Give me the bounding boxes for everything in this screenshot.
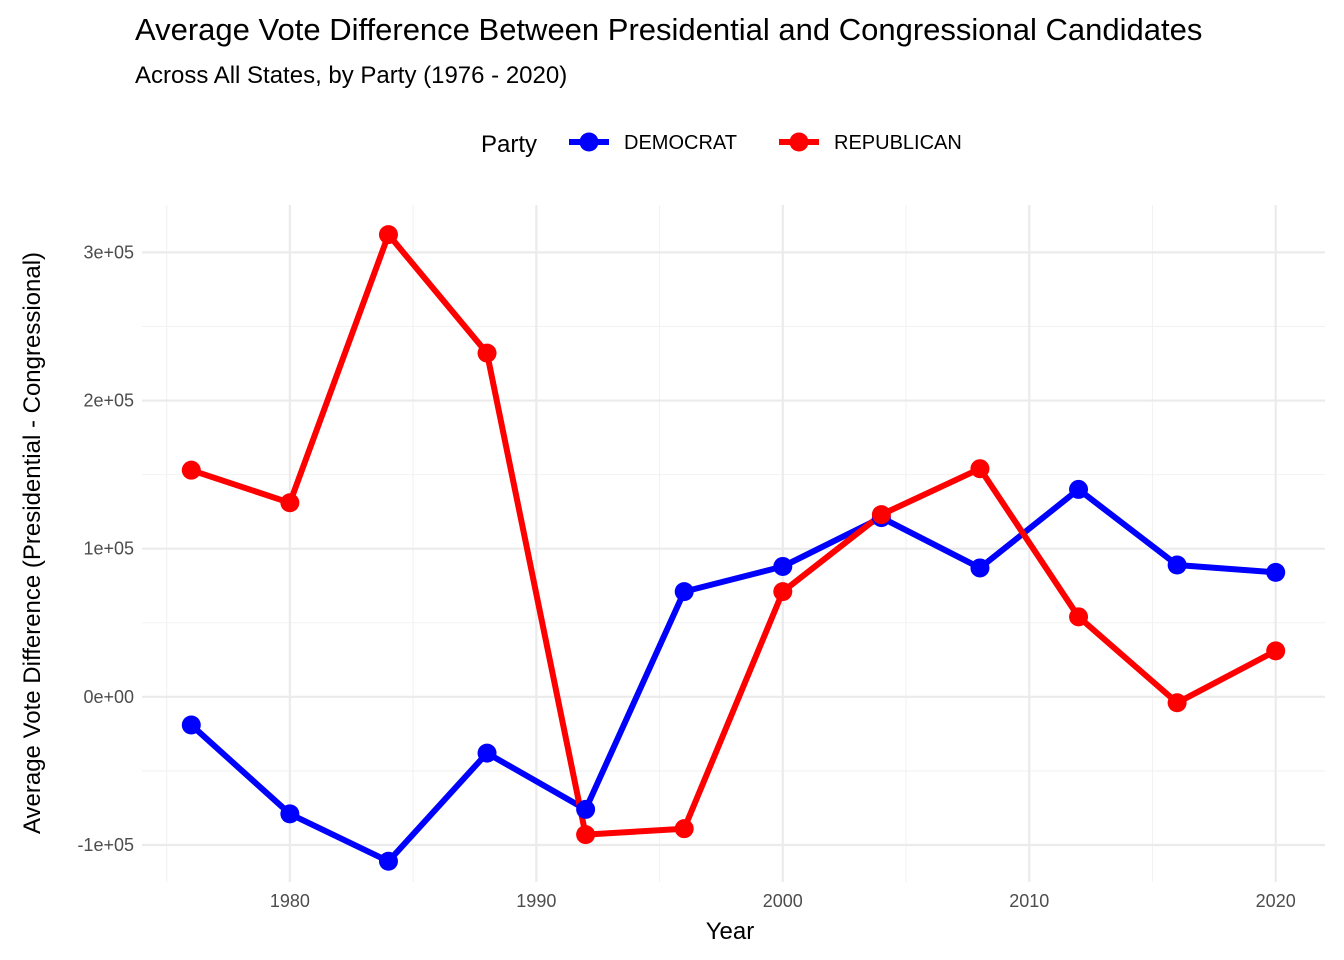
legend-label: REPUBLICAN [834,132,962,154]
y-axis-title: Average Vote Difference (Presidential - … [19,252,46,834]
data-point-democrat [477,743,497,763]
data-point-democrat [1266,562,1286,582]
data-point-republican [1069,607,1089,627]
data-point-democrat [378,851,398,871]
y-tick-label: 0e+00 [83,687,134,707]
legend-item-republican: REPUBLICAN [779,132,962,154]
data-point-republican [576,825,596,845]
series-line-republican [190,231,1278,838]
y-tick-label: 1e+05 [83,539,134,559]
data-point-republican [280,493,300,513]
data-point-democrat [1167,555,1187,575]
legend-item-democrat: DEMOCRAT [569,132,737,154]
y-tick-label: 2e+05 [83,391,134,411]
data-point-republican [1266,641,1286,661]
data-point-democrat [970,558,990,578]
series-lines [189,231,1278,865]
data-point-republican [378,225,398,245]
data-point-republican [871,505,891,525]
data-point-democrat [674,582,694,602]
minor-gridlines [142,205,1325,882]
legend-label: DEMOCRAT [624,132,737,154]
chart-subtitle: Across All States, by Party (1976 - 2020… [135,62,567,89]
data-point-democrat [1069,479,1089,499]
series-line-democrat [189,486,1276,865]
major-gridlines [142,205,1325,882]
data-point-republican [477,343,497,363]
legend: Party DEMOCRAT REPUBLICAN [481,131,962,158]
chart-title: Average Vote Difference Between Presiden… [135,12,1202,47]
x-tick-label: 2020 [1256,891,1296,911]
data-point-democrat [280,804,300,824]
y-tick-label: -1e+05 [77,835,134,855]
legend-title: Party [481,131,537,158]
data-point-republican [773,582,793,602]
legend-key-point [789,132,809,152]
data-point-republican [970,459,990,479]
data-point-republican [181,460,201,480]
x-tick-label: 2010 [1009,891,1049,911]
data-point-democrat [773,556,793,576]
x-tick-label: 2000 [763,891,803,911]
data-point-democrat [181,715,201,735]
y-axis-tick-labels: -1e+05 0e+00 1e+05 2e+05 3e+05 [77,242,134,855]
series-points [181,225,1286,871]
x-tick-label: 1990 [516,891,556,911]
x-tick-label: 1980 [270,891,310,911]
y-tick-label: 3e+05 [83,242,134,262]
data-point-republican [1167,693,1187,713]
x-axis-tick-labels: 1980 1990 2000 2010 2020 [270,891,1296,911]
data-point-democrat [576,799,596,819]
legend-key-point [579,132,599,152]
x-axis-title: Year [706,918,755,945]
data-point-republican [674,819,694,839]
